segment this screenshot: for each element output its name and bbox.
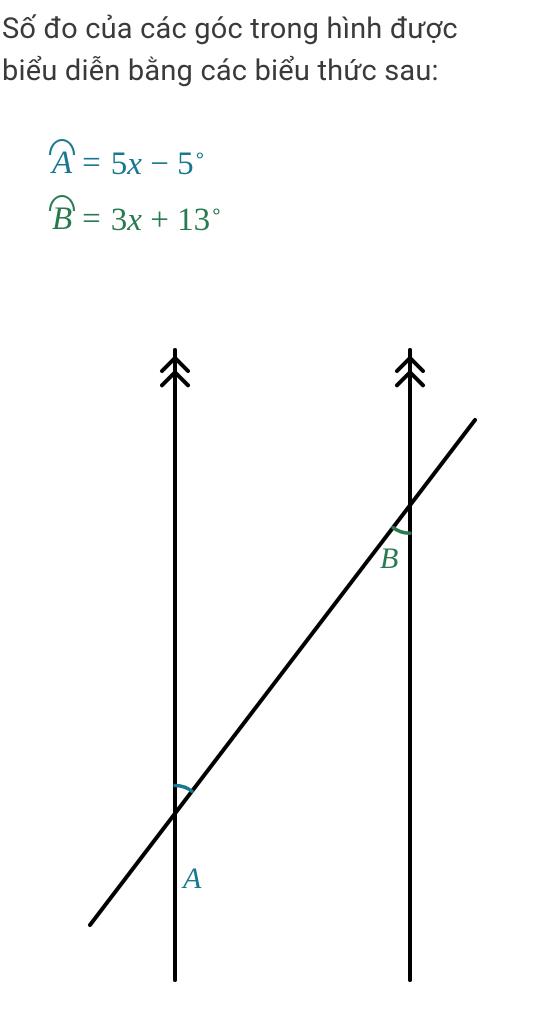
symbol-A: A [52, 145, 72, 182]
eq-sign-A: = [82, 145, 101, 182]
question-line-2: biểu diễn bằng các biểu thức sau: [2, 54, 439, 88]
label-A: A [181, 862, 202, 895]
question-line-1: Số đo của các góc trong hình được [2, 12, 458, 46]
formula-block: A = 5x − 5∘ B = 3x + 13∘ [52, 135, 222, 247]
label-B: B [380, 542, 398, 575]
geometry-diagram: AB [40, 300, 500, 1000]
rhs-B: 3x + 13∘ [111, 200, 223, 239]
symbol-B: B [52, 201, 72, 238]
question-text: Số đo của các góc trong hình được biểu d… [2, 8, 458, 92]
geometry-svg: AB [40, 300, 500, 1000]
formula-A: A = 5x − 5∘ [52, 135, 222, 191]
page-container: Số đo của các góc trong hình được biểu d… [0, 0, 541, 1022]
rhs-A: 5x − 5∘ [111, 144, 206, 183]
eq-sign-B: = [82, 201, 101, 238]
formula-B: B = 3x + 13∘ [52, 191, 222, 247]
